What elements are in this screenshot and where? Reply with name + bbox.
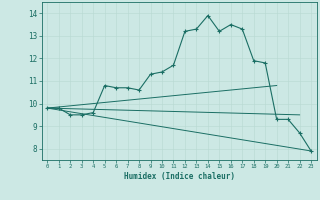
- X-axis label: Humidex (Indice chaleur): Humidex (Indice chaleur): [124, 172, 235, 181]
